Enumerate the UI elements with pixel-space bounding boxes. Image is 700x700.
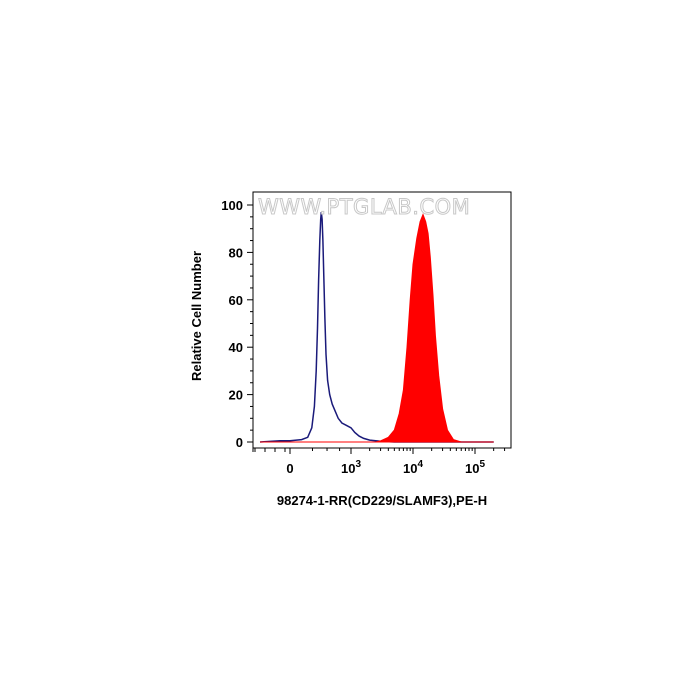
y-tick-label: 20: [229, 388, 243, 403]
x-tick-label: 0: [286, 461, 293, 476]
x-axis-title: 98274-1-RR(CD229/SLAMF3),PE-H: [277, 493, 487, 508]
x-tick-label: 105: [465, 459, 485, 476]
y-axis-title: Relative Cell Number: [189, 251, 204, 381]
y-tick-label: 80: [229, 245, 243, 260]
y-axis: 0 20 40 60 80 100: [221, 198, 253, 450]
y-tick-label: 60: [229, 293, 243, 308]
y-tick-label: 100: [221, 198, 243, 213]
filled-histogram-series: [260, 213, 494, 443]
plot-frame: [252, 191, 512, 449]
y-tick-label: 0: [236, 435, 243, 450]
outline-histogram-series: [259, 212, 494, 443]
y-tick-label: 40: [229, 340, 243, 355]
series-layer: [259, 212, 494, 443]
x-tick-label: 104: [403, 459, 423, 476]
watermark-text: WWW.PTGLAB.COM: [258, 195, 470, 219]
x-axis: 0 103 104 105: [252, 448, 506, 476]
x-tick-label: 103: [341, 459, 361, 476]
